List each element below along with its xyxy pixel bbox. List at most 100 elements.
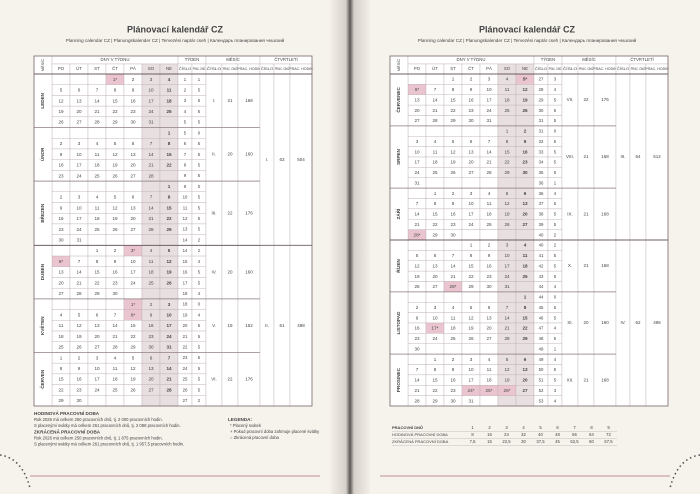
table-cell: [479, 291, 499, 303]
day: 3: [470, 357, 473, 362]
day: 17: [76, 216, 82, 221]
day: 8*: [131, 312, 136, 317]
day: 20: [414, 108, 420, 113]
week-n: 25: [183, 377, 188, 382]
day: 17: [414, 160, 420, 165]
day: 25: [486, 222, 492, 227]
week-n: 40: [539, 243, 544, 248]
table-cell: [461, 291, 481, 303]
day: 5: [506, 357, 509, 362]
day: 4: [488, 357, 491, 362]
week-w: 4: [198, 312, 201, 317]
week-n: 36: [539, 191, 544, 196]
day: 21: [504, 326, 510, 331]
weekday-header: ČT: [112, 66, 118, 71]
day: 3: [416, 139, 419, 144]
week-w: 5: [198, 109, 201, 114]
table-cell: [497, 395, 517, 407]
day: 14: [148, 152, 154, 157]
summary-value: 30: [521, 439, 526, 444]
summary-value: 8: [590, 425, 593, 430]
day: 27: [432, 284, 438, 289]
day: 15: [432, 378, 438, 383]
week-w: 5: [554, 378, 557, 383]
month-hours: 168: [245, 98, 253, 103]
note-line: Rok 2026 má celkem 250 pracovních dnů, t…: [34, 436, 163, 441]
day: 17: [486, 97, 492, 102]
day: 27: [522, 388, 528, 393]
day: 14: [148, 205, 154, 210]
week-w: 5: [554, 149, 557, 154]
day: 18: [166, 98, 172, 103]
table-cell: [51, 245, 71, 257]
quarter-hours: 512: [653, 154, 661, 159]
summary-value: 6: [556, 425, 559, 430]
week-w: 4: [554, 191, 557, 196]
day: 20: [522, 212, 528, 217]
day: 11: [487, 367, 492, 372]
table-cell: [479, 343, 499, 355]
day: 25: [94, 173, 100, 178]
day: 11: [487, 201, 492, 206]
day: 11: [95, 205, 100, 210]
month-name: PROSINEC: [396, 367, 401, 392]
day: 27: [148, 387, 154, 392]
day: 29: [112, 120, 118, 125]
week-n: 30: [539, 108, 544, 113]
day: 5: [452, 139, 455, 144]
day: 13: [148, 366, 154, 371]
week-n: 34: [539, 160, 544, 165]
day: 29: [94, 291, 100, 296]
day: 13: [522, 367, 528, 372]
day: 26*: [504, 388, 511, 393]
day: 30: [450, 232, 456, 237]
day: 6: [78, 88, 81, 93]
day: 26: [522, 108, 528, 113]
month-name: ÚNOR: [39, 147, 45, 161]
day: 29: [58, 398, 64, 403]
day: 15: [450, 97, 456, 102]
week-n: 26: [183, 387, 188, 392]
table-cell: [87, 180, 107, 193]
week-w: 5: [198, 173, 201, 178]
table-cell: [497, 343, 517, 355]
day: 13: [432, 263, 438, 268]
quarter-number: II.: [265, 323, 269, 328]
week-n: 19: [183, 312, 188, 317]
table-cell: [461, 125, 481, 137]
day: 8: [114, 88, 117, 93]
day: 28: [112, 345, 118, 350]
table-cell: [87, 234, 107, 246]
table-cell: [443, 125, 463, 137]
day: 3*: [131, 248, 136, 253]
week-n: 5: [184, 120, 187, 125]
table-cell: [443, 291, 463, 303]
header-group: DNY V TÝDNU: [101, 57, 130, 62]
month-days: 20: [227, 152, 233, 157]
week-n: 21: [183, 334, 188, 339]
day: 26: [468, 336, 474, 341]
day: 21: [148, 216, 154, 221]
month-name: SRPEN: [396, 148, 401, 165]
day: 20: [468, 160, 474, 165]
table-cell: [69, 298, 89, 310]
week-n: 41: [539, 253, 544, 258]
day: 5: [416, 253, 419, 258]
day: 15: [432, 212, 438, 217]
day: 8: [168, 195, 171, 200]
day: 6: [524, 357, 527, 362]
week-n: 31: [539, 129, 544, 134]
quarter-days: 62: [635, 320, 641, 325]
month-name: DUBEN: [40, 263, 45, 280]
day: 10: [486, 87, 492, 92]
legend-item: * Placený svátek: [230, 423, 262, 428]
week-n: 9: [184, 173, 187, 178]
month-days: 21: [583, 211, 589, 216]
day: 4: [114, 355, 117, 360]
day: 2: [132, 77, 135, 82]
day: 21: [432, 108, 438, 113]
day: 23: [148, 334, 154, 339]
day: 2: [150, 302, 153, 307]
day: 14: [504, 315, 510, 320]
day: 21: [76, 280, 82, 285]
